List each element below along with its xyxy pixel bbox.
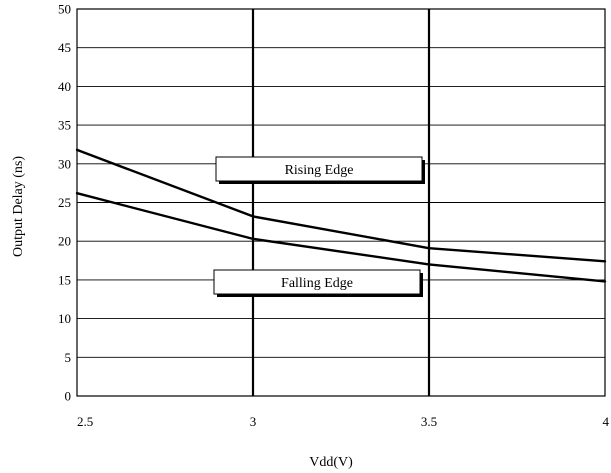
data-point <box>251 215 255 218</box>
y-tick-label: 5 <box>65 350 72 365</box>
y-tick-label: 20 <box>58 234 71 249</box>
vertical-gridlines <box>251 9 431 396</box>
y-tick-label: 25 <box>58 195 71 210</box>
data-point <box>251 237 255 241</box>
y-tick-label: 10 <box>58 311 71 326</box>
y-tick-label: 50 <box>58 2 71 17</box>
y-tick-label: 35 <box>58 118 71 133</box>
x-tick-label: 3.5 <box>421 414 437 429</box>
data-point <box>75 192 79 195</box>
annotations: Rising Edge Falling Edge <box>213 156 425 297</box>
y-tick-label: 0 <box>65 389 72 404</box>
data-point <box>603 260 607 263</box>
annotation-box <box>215 156 423 182</box>
x-tick-label: 2.5 <box>77 414 93 429</box>
y-tick-labels: 0 5 10 15 20 25 30 35 40 45 50 <box>58 2 71 404</box>
plot-frame <box>76 8 606 397</box>
data-point <box>427 263 431 266</box>
x-tick-label: 3 <box>250 414 257 429</box>
x-tick-label: 4 <box>603 414 610 429</box>
y-axis-title: Output Delay (ns) <box>11 156 26 257</box>
y-tick-label: 15 <box>58 272 71 287</box>
series-layer <box>75 148 607 283</box>
horizontal-gridlines <box>77 8 605 397</box>
y-tick-label: 30 <box>58 156 71 171</box>
series-line-falling-edge <box>76 192 606 283</box>
series-line-rising-edge <box>76 148 606 263</box>
y-tick-label: 40 <box>58 79 71 94</box>
x-tick-labels: 2.5 3 3.5 4 <box>77 414 610 429</box>
annotation-label: Falling Edge <box>281 276 353 291</box>
annotation-box <box>213 269 421 295</box>
y-tick-label: 45 <box>58 40 71 55</box>
data-point <box>603 280 607 283</box>
x-axis-title: Vdd(V) <box>309 455 353 470</box>
data-point <box>427 246 431 250</box>
data-point <box>75 148 79 152</box>
annotation-label: Rising Edge <box>285 163 354 178</box>
